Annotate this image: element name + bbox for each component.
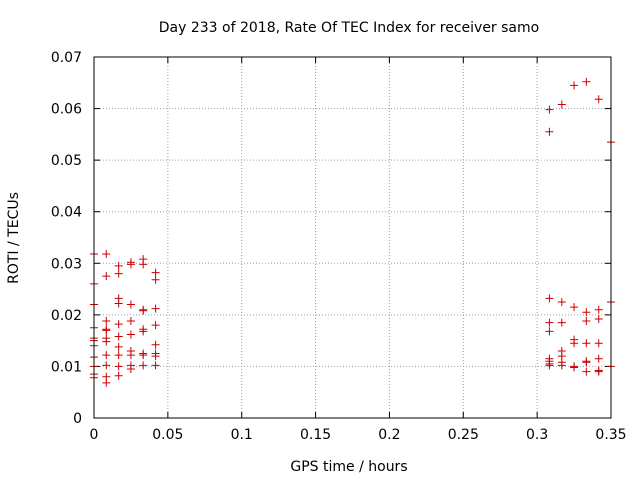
data-point [151, 275, 160, 284]
data-point [114, 342, 123, 351]
data-point [114, 332, 123, 341]
data-point [594, 95, 603, 104]
data-point [139, 260, 148, 269]
x-tick-label: 0.2 [378, 427, 400, 443]
data-point [570, 303, 579, 312]
x-tick-label: 0.05 [152, 427, 183, 443]
data-point [582, 77, 591, 86]
data-point [545, 318, 554, 327]
x-tick-label: 0.15 [300, 427, 331, 443]
data-point [139, 327, 148, 336]
data-point [139, 361, 148, 370]
x-tick-label: 0 [90, 427, 99, 443]
data-point [126, 317, 135, 326]
data-points [90, 77, 615, 387]
data-point [545, 294, 554, 303]
data-point [114, 269, 123, 278]
y-tick-label: 0.06 [51, 102, 82, 118]
data-point [126, 260, 135, 269]
data-point [114, 362, 123, 371]
data-point [594, 314, 603, 323]
data-point [151, 361, 160, 370]
data-point [102, 272, 111, 281]
y-tick-label: 0.07 [51, 50, 82, 66]
y-axis-label: ROTI / TECUs [6, 192, 22, 284]
data-point [582, 317, 591, 326]
data-point [594, 339, 603, 348]
plot-frame [93, 56, 612, 419]
data-point [545, 327, 554, 336]
data-point [102, 326, 111, 335]
data-point [139, 351, 148, 360]
y-tick-label: 0.01 [51, 359, 82, 375]
data-point [557, 361, 566, 370]
data-point [594, 367, 603, 376]
data-point [102, 250, 111, 259]
y-tick-label: 0.04 [51, 205, 82, 221]
data-point [126, 351, 135, 360]
x-tick-label: 0.25 [448, 427, 479, 443]
data-point [151, 340, 160, 349]
data-point [126, 300, 135, 309]
data-point [557, 100, 566, 109]
data-point [594, 305, 603, 314]
data-point [114, 261, 123, 270]
data-point [557, 318, 566, 327]
data-point [151, 268, 160, 277]
data-point [545, 105, 554, 114]
x-tick-label: 0.1 [231, 427, 253, 443]
data-point [582, 308, 591, 317]
data-point [570, 81, 579, 90]
data-point [114, 371, 123, 380]
data-point [139, 306, 148, 315]
data-point [151, 304, 160, 313]
data-point [102, 361, 111, 370]
data-point [582, 367, 591, 376]
y-tick-label: 0.03 [51, 256, 82, 272]
y-tick-label: 0 [73, 411, 82, 427]
data-point [126, 365, 135, 374]
data-point [582, 339, 591, 348]
data-point [151, 321, 160, 330]
data-point [545, 127, 554, 136]
y-tick-label: 0.05 [51, 153, 82, 169]
data-point [545, 361, 554, 370]
x-tick-label: 0.3 [526, 427, 548, 443]
x-axis-label: GPS time / hours [290, 459, 407, 475]
data-point [557, 297, 566, 306]
data-point [126, 330, 135, 339]
data-point [114, 320, 123, 329]
data-point [570, 363, 579, 372]
data-point [102, 317, 111, 326]
data-point [114, 351, 123, 360]
data-point [102, 337, 111, 346]
chart-title: Day 233 of 2018, Rate Of TEC Index for r… [159, 20, 539, 36]
data-point [102, 378, 111, 387]
y-tick-label: 0.02 [51, 308, 82, 324]
data-point [114, 299, 123, 308]
data-point [570, 339, 579, 348]
axis-ticks: 0 0.05 0.1 0.15 0.2 0.25 0.3 0.35 0 0.01 0.02 0.03 0… [51, 50, 627, 443]
data-point [582, 358, 591, 367]
gridlines [94, 57, 611, 418]
data-point [151, 352, 160, 361]
data-point [102, 351, 111, 360]
data-point [594, 354, 603, 363]
x-tick-label: 0.35 [595, 427, 626, 443]
